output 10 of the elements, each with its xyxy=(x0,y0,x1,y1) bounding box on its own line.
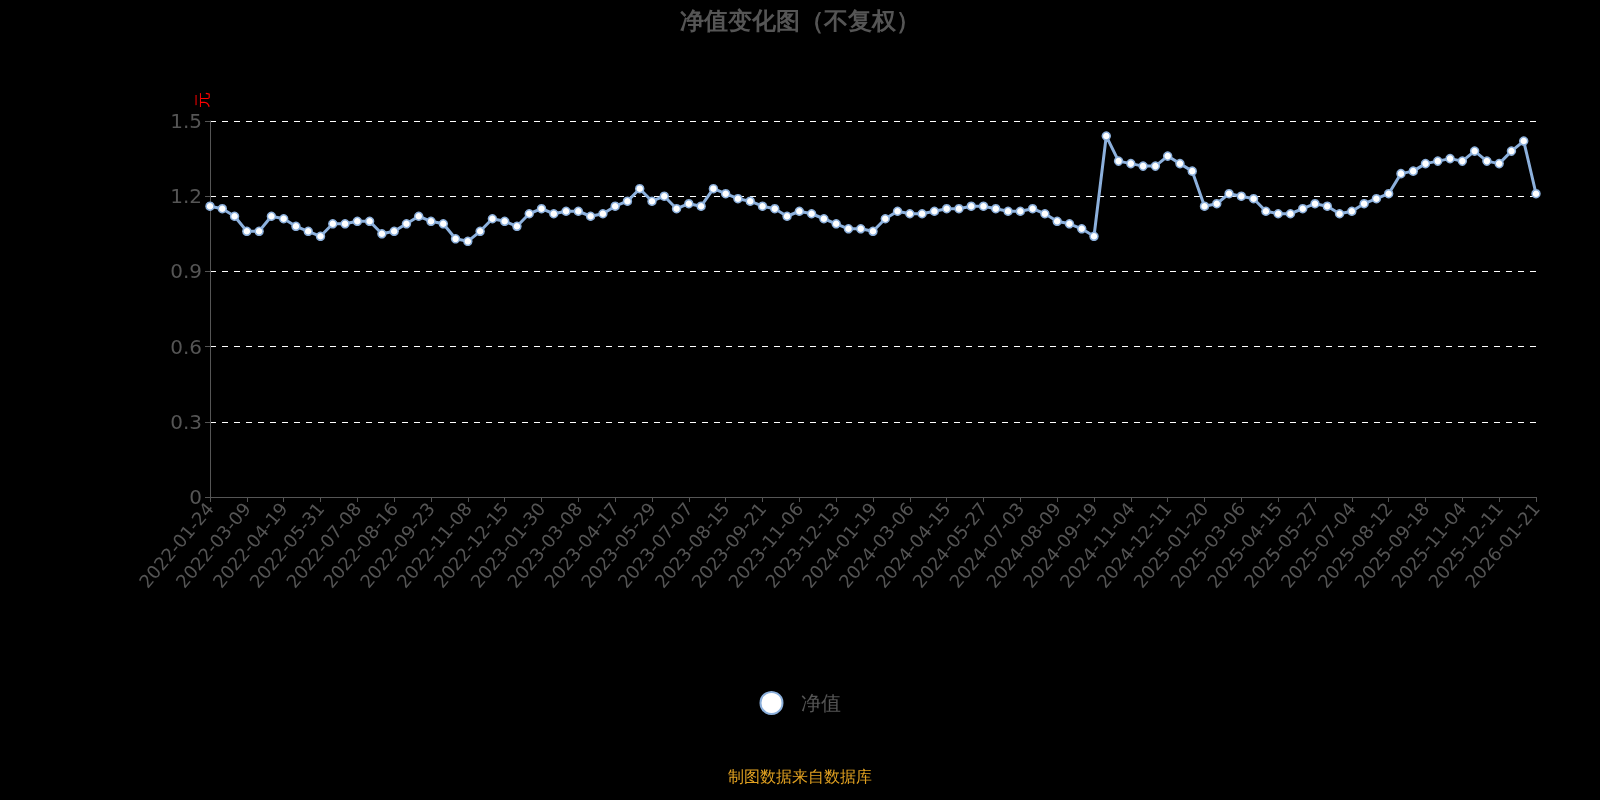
y-tick-label: 0.6 xyxy=(170,334,202,359)
y-axis-title: 元 xyxy=(192,92,212,109)
chart-title: 净值变化图（不复权） xyxy=(680,7,920,35)
legend-label: 净值 xyxy=(800,691,841,715)
y-tick-label: 0.9 xyxy=(170,259,202,284)
text: 制图数据来自数据库 xyxy=(728,766,872,786)
y-tick-label: 1.5 xyxy=(170,109,202,133)
y-tick-label: 0 xyxy=(189,485,202,509)
y-tick-label: 1.2 xyxy=(170,184,202,209)
y-tick-label: 0.3 xyxy=(170,409,202,434)
